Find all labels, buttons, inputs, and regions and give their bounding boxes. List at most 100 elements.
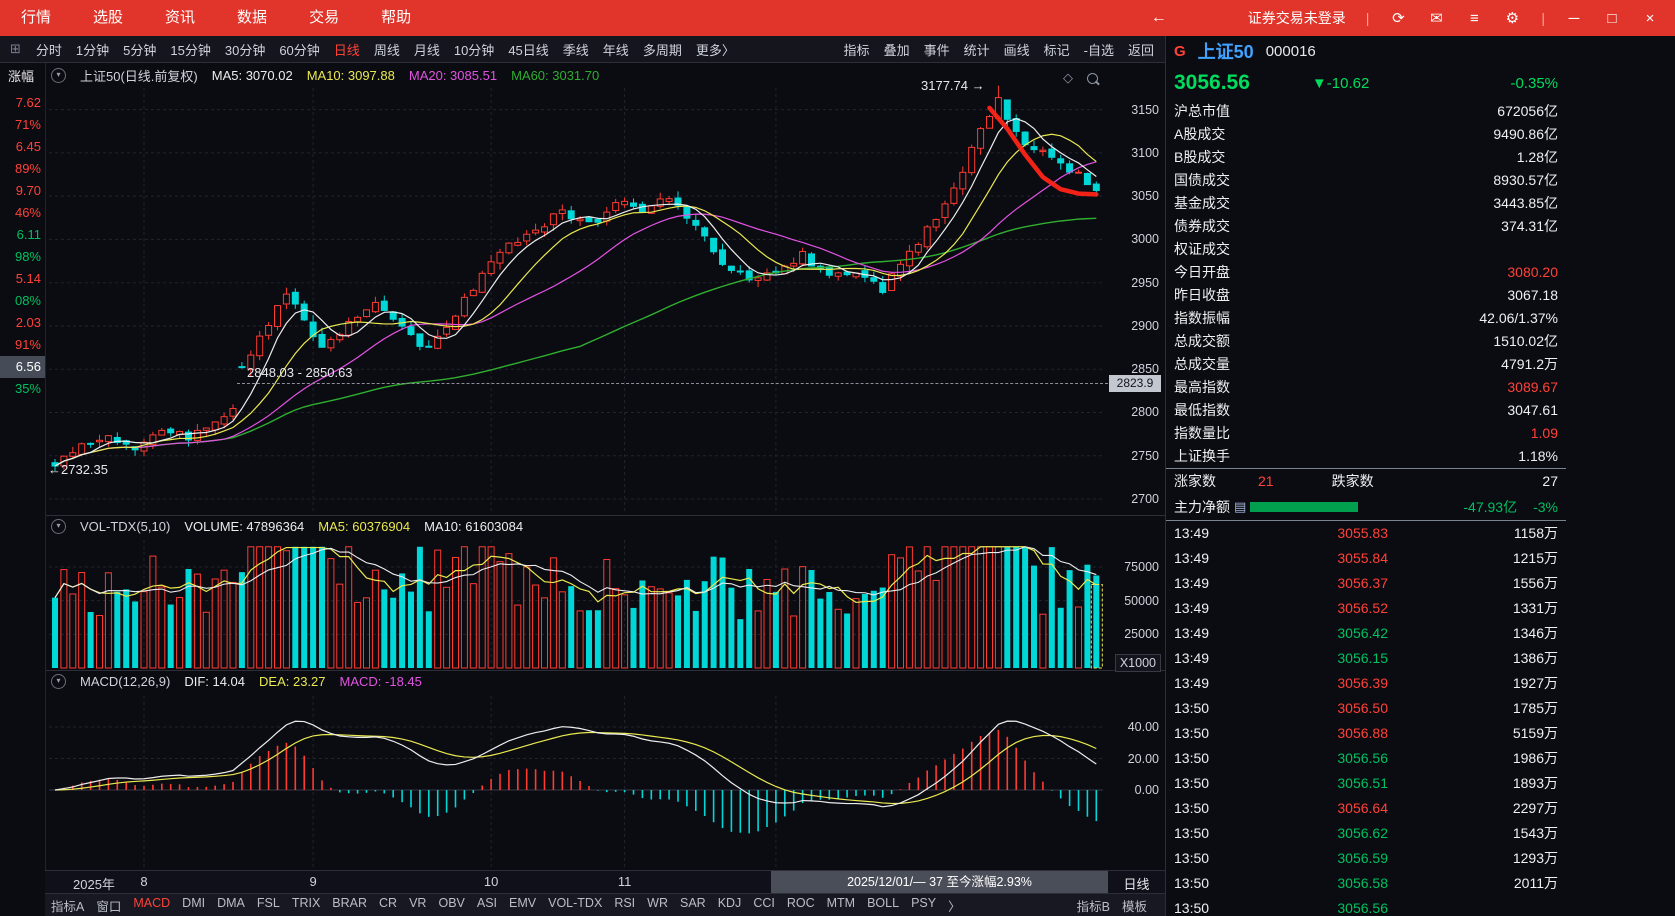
toolbar-item[interactable]: 45日线 — [508, 42, 549, 58]
watchlist-value[interactable]: 9.70 — [15, 183, 41, 198]
toolbar-item[interactable]: 指标 — [843, 42, 870, 58]
indicator-tab[interactable]: CCI — [753, 896, 775, 910]
indicator-tab[interactable]: WR — [647, 896, 668, 910]
toolbar-item[interactable]: 返回 — [1127, 42, 1154, 58]
toolbar-item[interactable]: 周线 — [373, 42, 400, 58]
maximize-icon[interactable]: □ — [1607, 9, 1617, 27]
toolbar-item[interactable]: 30分钟 — [224, 42, 266, 58]
tick-row: 13:50 3056.51 1893万 — [1166, 771, 1566, 796]
collapse-panel-icon[interactable] — [51, 68, 66, 83]
watchlist-value[interactable]: 6.11 — [16, 227, 41, 242]
ma60-value: MA60: 3031.70 — [511, 68, 600, 83]
panel-divider[interactable] — [45, 515, 1165, 516]
toolbar-item[interactable]: 事件 — [923, 42, 950, 58]
collapse-panel-icon[interactable] — [51, 674, 66, 689]
panel-divider[interactable] — [45, 670, 1165, 671]
indicator-tab[interactable]: 〉 — [948, 900, 961, 914]
instrument-name[interactable]: 上证50 — [1197, 42, 1254, 62]
indicator-tab[interactable]: 指标A — [51, 900, 85, 914]
menu-item-help[interactable]: 帮助 — [381, 9, 412, 26]
indicator-tab[interactable]: FSL — [256, 896, 280, 910]
watchlist-value[interactable]: 71% — [14, 117, 41, 132]
indicator-tab[interactable]: VR — [409, 896, 427, 910]
indicator-tab[interactable]: KDJ — [717, 896, 742, 910]
menu-item-data[interactable]: 数据 — [237, 9, 268, 26]
indicator-tab[interactable]: BRAR — [332, 896, 368, 910]
login-status-text[interactable]: 证券交易未登录 — [1247, 10, 1346, 26]
mail-icon[interactable]: ✉ — [1430, 10, 1443, 27]
indicator-tab[interactable]: 窗口 — [96, 900, 122, 914]
toolbar-item[interactable]: 更多〉 — [695, 42, 735, 58]
main-flow-pct: -3% — [1533, 499, 1558, 515]
indicator-tab[interactable]: DMI — [182, 896, 206, 910]
toolbar-item[interactable]: 统计 — [963, 42, 990, 58]
stat-label: 最低指数 — [1174, 402, 1230, 418]
toolbar-item[interactable]: 多周期 — [642, 42, 682, 58]
watchlist-value[interactable]: 08% — [14, 293, 41, 308]
watchlist-value[interactable]: 7.62 — [15, 95, 41, 110]
menu-item-news[interactable]: 资讯 — [165, 9, 196, 26]
refresh-icon[interactable]: ⟳ — [1392, 10, 1405, 27]
divider: | — [1365, 10, 1370, 26]
zoom-magnifier-icon[interactable] — [1087, 72, 1098, 84]
clipboard-icon[interactable]: ▤ — [1234, 499, 1247, 514]
toolbar-item[interactable]: 月线 — [413, 42, 440, 58]
indicator-tab[interactable]: PSY — [911, 896, 937, 910]
toolbar-item[interactable]: 叠加 — [883, 42, 910, 58]
tick-row: 13:50 3056.56 — [1166, 896, 1566, 916]
toolbar-item[interactable]: 年线 — [602, 42, 629, 58]
indicator-tab[interactable]: 指标B — [1076, 900, 1110, 914]
stat-value: 3067.18 — [1507, 287, 1558, 303]
indicator-tab[interactable]: 模板 — [1121, 900, 1147, 914]
menu-item-trade[interactable]: 交易 — [309, 9, 340, 26]
indicator-tab[interactable]: CR — [379, 896, 398, 910]
watchlist-value[interactable]: 6.45 — [15, 139, 41, 154]
collapse-panel-icon[interactable] — [51, 519, 66, 534]
layout-grid-icon[interactable]: ⊞ — [10, 41, 21, 56]
toolbar-item[interactable]: 15分钟 — [170, 42, 211, 58]
back-icon[interactable]: ← — [1150, 9, 1167, 26]
toolbar-item[interactable]: 1分钟 — [75, 42, 110, 58]
indicator-tab[interactable]: RSI — [614, 896, 636, 910]
chart-canvas[interactable] — [45, 62, 1108, 916]
stat-value: 3080.20 — [1507, 264, 1558, 280]
menu-list-icon[interactable]: ≡ — [1469, 9, 1479, 27]
indicator-tab[interactable]: TRIX — [291, 896, 321, 910]
toolbar-item[interactable]: 60分钟 — [279, 42, 320, 58]
watchlist-value[interactable]: 89% — [14, 161, 41, 176]
minimize-icon[interactable]: ─ — [1568, 9, 1580, 27]
toolbar-item[interactable]: 日线 — [333, 42, 360, 58]
menu-item-screener[interactable]: 选股 — [93, 9, 124, 26]
toolbar-item[interactable]: 画线 — [1003, 42, 1030, 58]
indicator-tab[interactable]: BOLL — [867, 896, 900, 910]
watchlist-value[interactable]: 2.03 — [15, 315, 41, 330]
watchlist-value[interactable]: 91% — [14, 337, 41, 352]
diamond-marker-icon[interactable]: ◇ — [1063, 70, 1073, 85]
watchlist-value[interactable]: 6.56 — [0, 356, 45, 378]
indicator-tab[interactable]: MACD — [133, 896, 171, 910]
indicator-tab[interactable]: DMA — [217, 896, 245, 910]
watchlist-value[interactable]: 98% — [14, 249, 41, 264]
toolbar-item[interactable]: -自选 — [1083, 42, 1114, 58]
toolbar-item[interactable]: 5分钟 — [123, 42, 157, 58]
tick-row: 13:49 3056.37 1556万 — [1166, 571, 1566, 596]
indicator-tab[interactable]: OBV — [438, 896, 465, 910]
indicator-tab[interactable]: SAR — [679, 896, 706, 910]
toolbar-item[interactable]: 季线 — [562, 42, 589, 58]
close-icon[interactable]: × — [1645, 9, 1655, 27]
indicator-tab[interactable]: MTM — [826, 896, 856, 910]
toolbar-item[interactable]: 标记 — [1043, 42, 1070, 58]
volume-unit-label[interactable]: X1000 — [1114, 654, 1161, 672]
indicator-tab[interactable]: ASI — [476, 896, 498, 910]
settings-gear-icon[interactable]: ⚙ — [1505, 10, 1520, 27]
watchlist-value[interactable]: 5.14 — [15, 271, 41, 286]
watchlist-value[interactable]: 35% — [14, 381, 41, 396]
stat-row: 总成交量 4791.2万 — [1166, 353, 1566, 376]
indicator-tab[interactable]: VOL-TDX — [548, 896, 603, 910]
indicator-tab[interactable]: EMV — [509, 896, 537, 910]
indicator-tab[interactable]: ROC — [786, 896, 815, 910]
watchlist-value[interactable]: 46% — [14, 205, 41, 220]
toolbar-item[interactable]: 分时 — [35, 42, 62, 58]
toolbar-item[interactable]: 10分钟 — [453, 42, 495, 58]
menu-item-quotes[interactable]: 行情 — [21, 9, 52, 26]
